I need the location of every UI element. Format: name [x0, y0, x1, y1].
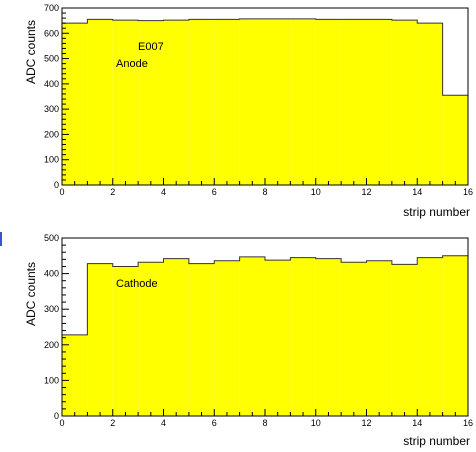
cathode-panel: 0 2 4 6 8 10 12 14 16 0 100 200 300 400 500 ADC counts…	[24, 233, 473, 448]
cathode-xtick-label-14: 14	[412, 418, 422, 428]
anode-ytick-label-600: 600	[44, 28, 59, 38]
anode-bar-7	[214, 19, 240, 185]
cathode-xtick-label-8: 8	[262, 418, 267, 428]
cathode-bar-14	[391, 264, 418, 416]
anode-xtick-label-14: 14	[412, 187, 422, 197]
cathode-xtick-label-10: 10	[311, 418, 321, 428]
cathode-bar-13	[366, 260, 392, 416]
cathode-bar-8	[239, 256, 265, 416]
cathode-ytick-label-0: 0	[54, 411, 59, 421]
cathode-bar-5	[163, 258, 189, 416]
cathode-ytick-label-100: 100	[44, 375, 59, 385]
cathode-ytick-label-300: 300	[44, 304, 59, 314]
anode-bar-10	[290, 18, 316, 185]
anode-ytick-label-100: 100	[44, 155, 59, 165]
cathode-bar-16	[442, 255, 468, 416]
anode-annotation-anode: Anode	[116, 58, 148, 70]
cathode-bar-4	[138, 262, 164, 416]
edge-marker	[0, 232, 2, 246]
cathode-xtick-label-0: 0	[59, 418, 64, 428]
anode-xtick-label-2: 2	[110, 187, 115, 197]
anode-panel: 0 2 4 6 8 10 12 14 16 0 100 200 300 400 500 600 700 ADC …	[24, 3, 473, 219]
anode-xtick-label-8: 8	[262, 187, 267, 197]
anode-bar-4	[138, 20, 164, 186]
anode-xtick-label-12: 12	[361, 187, 371, 197]
cathode-ylabel: ADC counts	[24, 262, 38, 326]
cathode-xlabel: strip number	[403, 434, 470, 448]
cathode-bar-11	[315, 258, 342, 416]
anode-xtick-label-0: 0	[59, 187, 64, 197]
cathode-bar-3	[112, 266, 139, 416]
anode-bar-8	[239, 18, 265, 185]
cathode-xtick-label-6: 6	[212, 418, 217, 428]
cathode-histogram-outline	[61, 255, 469, 416]
cathode-ytick-label-200: 200	[44, 340, 59, 350]
anode-ylabel: ADC counts	[24, 20, 38, 84]
anode-bar-14	[391, 20, 418, 185]
anode-bar-6	[188, 19, 215, 185]
cathode-bar-9	[265, 260, 291, 416]
anode-xtick-label-10: 10	[311, 187, 321, 197]
anode-ytick-label-700: 700	[44, 3, 59, 13]
anode-ytick-label-300: 300	[44, 104, 59, 114]
anode-xlabel: strip number	[403, 205, 470, 219]
cathode-xtick-label-2: 2	[110, 418, 115, 428]
anode-ytick-label-400: 400	[44, 79, 59, 89]
cathode-bar-6	[188, 263, 215, 416]
cathode-ytick-label-400: 400	[44, 269, 59, 279]
anode-bar-2	[87, 19, 113, 185]
cathode-xtick-label-12: 12	[361, 418, 371, 428]
cathode-xtick-label-4: 4	[161, 418, 166, 428]
anode-bar-5	[163, 20, 189, 185]
cathode-ytick-label-500: 500	[44, 233, 59, 243]
anode-xtick-label-6: 6	[212, 187, 217, 197]
anode-annotation-e007: E007	[138, 41, 164, 53]
anode-ytick-label-200: 200	[44, 129, 59, 139]
anode-bar-13	[366, 19, 392, 185]
cathode-bar-2	[87, 263, 113, 416]
cathode-annotation: Cathode	[116, 278, 158, 290]
cathode-bar-12	[341, 262, 367, 416]
anode-bar-12	[341, 19, 367, 185]
anode-xtick-label-4: 4	[161, 187, 166, 197]
anode-ytick-label-0: 0	[54, 180, 59, 190]
cathode-bar-10	[290, 257, 316, 416]
anode-bar-1	[62, 23, 88, 185]
cathode-bar-7	[214, 260, 240, 416]
cathode-xtick-label-16: 16	[463, 418, 473, 428]
anode-bar-16	[442, 95, 468, 185]
anode-bar-15	[417, 23, 443, 185]
anode-bar-3	[112, 20, 139, 185]
cathode-bar-15	[417, 257, 443, 416]
anode-bar-9	[265, 18, 291, 185]
anode-bar-11	[315, 19, 342, 185]
anode-histogram-outline	[61, 18, 469, 185]
cathode-bar-1	[62, 334, 88, 416]
anode-xtick-label-16: 16	[463, 187, 473, 197]
anode-ytick-label-500: 500	[44, 54, 59, 64]
